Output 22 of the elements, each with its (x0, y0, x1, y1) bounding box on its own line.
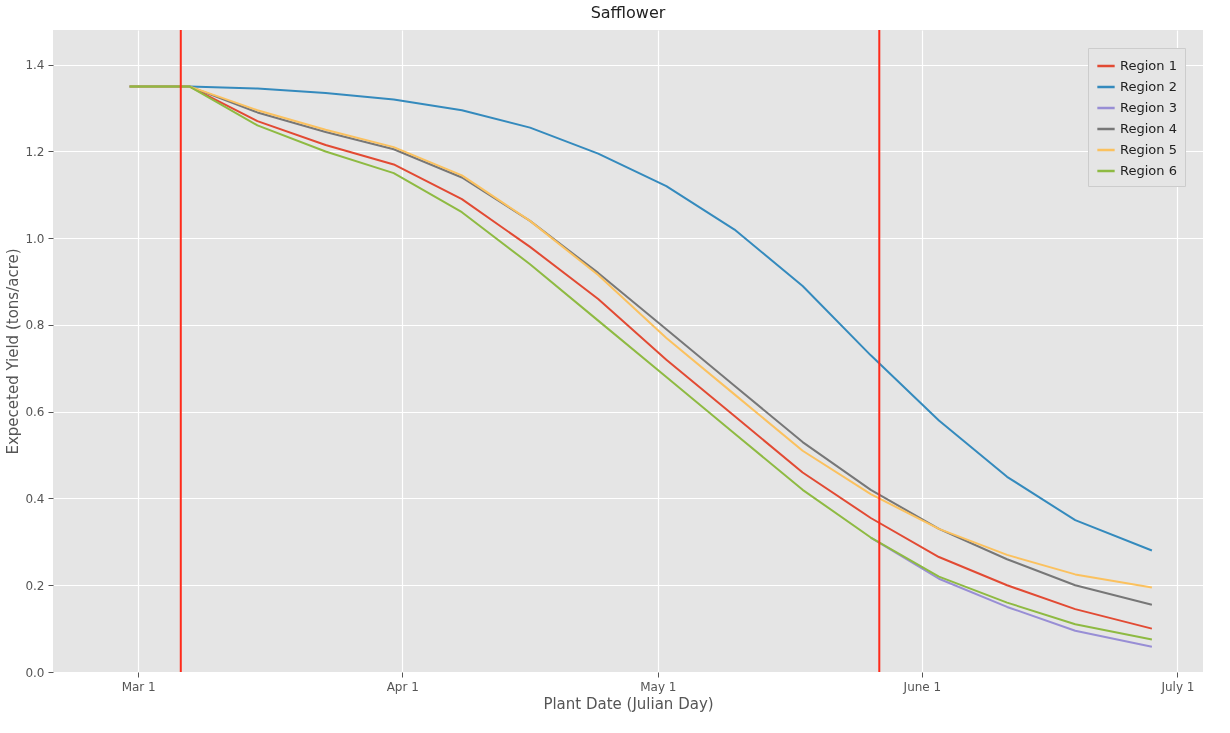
y-tick-label: 1.0 (25, 231, 45, 246)
y-axis-title: Expeceted Yield (tons/acre) (4, 248, 23, 455)
x-tick-label: Mar 1 (121, 679, 156, 694)
legend-label: Region 5 (1120, 142, 1177, 157)
y-tick-label: 1.2 (25, 144, 45, 159)
y-tick-label: 0.4 (25, 491, 45, 506)
x-tick-label: June 1 (902, 679, 942, 694)
legend-label: Region 3 (1120, 100, 1177, 115)
legend-label: Region 1 (1120, 58, 1177, 73)
y-tick-label: 0.2 (25, 578, 45, 593)
x-axis-title: Plant Date (Julian Day) (543, 694, 714, 713)
x-tick-label: July 1 (1160, 679, 1195, 694)
legend-label: Region 6 (1120, 163, 1177, 178)
y-tick-label: 0.0 (25, 665, 45, 680)
y-tick-label: 1.4 (25, 58, 45, 73)
chart-title: Safflower (590, 3, 666, 22)
legend-label: Region 4 (1120, 121, 1177, 136)
legend-label: Region 2 (1120, 79, 1177, 94)
x-tick-label: Apr 1 (386, 679, 419, 694)
x-tick-label: May 1 (640, 679, 677, 694)
y-tick-label: 0.6 (25, 405, 45, 420)
y-tick-label: 0.8 (25, 318, 45, 333)
